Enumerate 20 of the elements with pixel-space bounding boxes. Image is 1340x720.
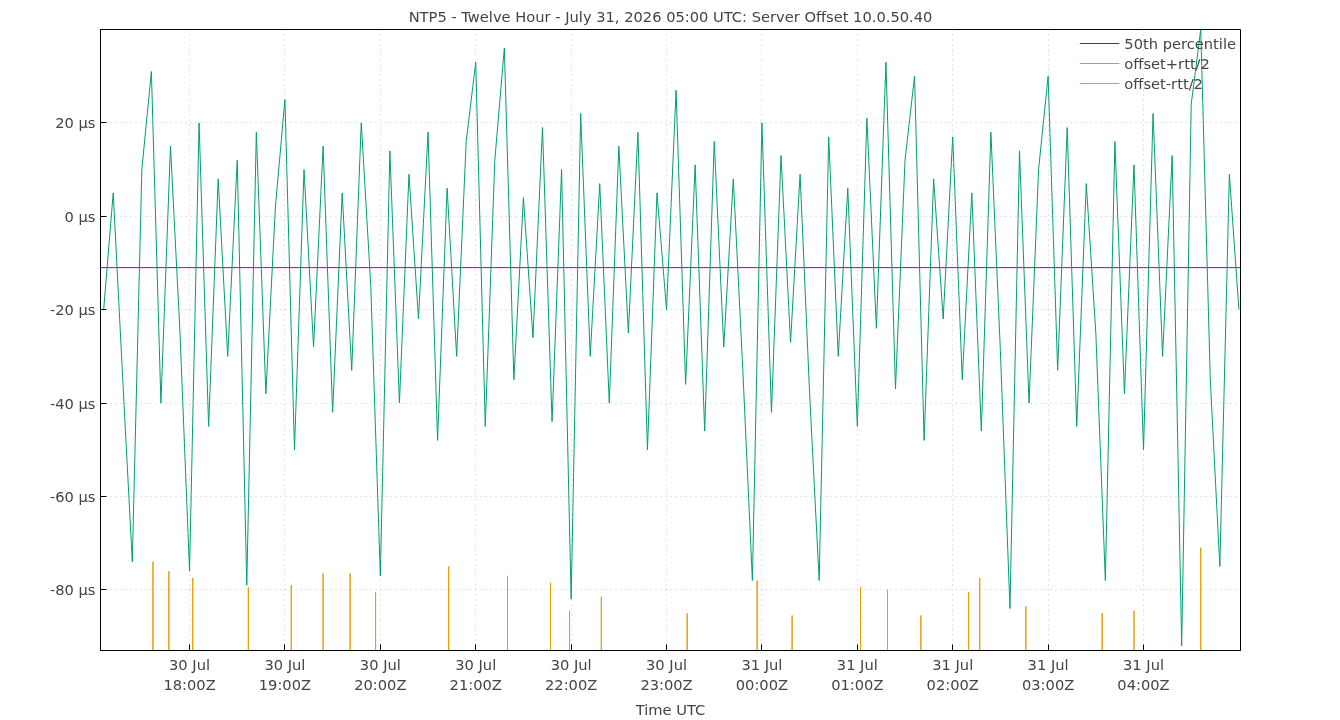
x-tick-label: 31 Jul 03:00Z (1021, 655, 1075, 693)
y-tick-label: -40 µs (49, 394, 96, 412)
x-tick-label: 31 Jul 04:00Z (1117, 655, 1170, 693)
x-tick-label: 30 Jul 18:00Z (163, 655, 216, 693)
line-series (103, 29, 1240, 647)
chart-title: NTP5 - Twelve Hour - July 31, 2026 05:00 UTC: Server Offset 10.0.50.40 (408, 7, 933, 25)
y-tick-label: 0 µs (64, 207, 96, 225)
y-tick-label: -60 µs (49, 487, 96, 505)
x-tick-label: 31 Jul 00:00Z (735, 655, 789, 693)
y-tick-label: -80 µs (49, 581, 96, 599)
x-tick-label: 31 Jul 01:00Z (831, 655, 884, 693)
y-tick-label: -20 µs (49, 301, 96, 319)
x-tick-label: 30 Jul 19:00Z (258, 655, 312, 693)
x-tick-label: 30 Jul 20:00Z (354, 655, 407, 693)
y-tick-label: 20 µs (55, 114, 96, 132)
x-tick-label: 31 Jul 02:00Z (926, 655, 979, 693)
x-tick-label: 30 Jul 23:00Z (640, 655, 693, 693)
x-tick-label: 30 Jul 21:00Z (449, 655, 502, 693)
x-tick-label: 30 Jul 22:00Z (544, 655, 598, 693)
x-axis-title: Time UTC (634, 700, 706, 718)
